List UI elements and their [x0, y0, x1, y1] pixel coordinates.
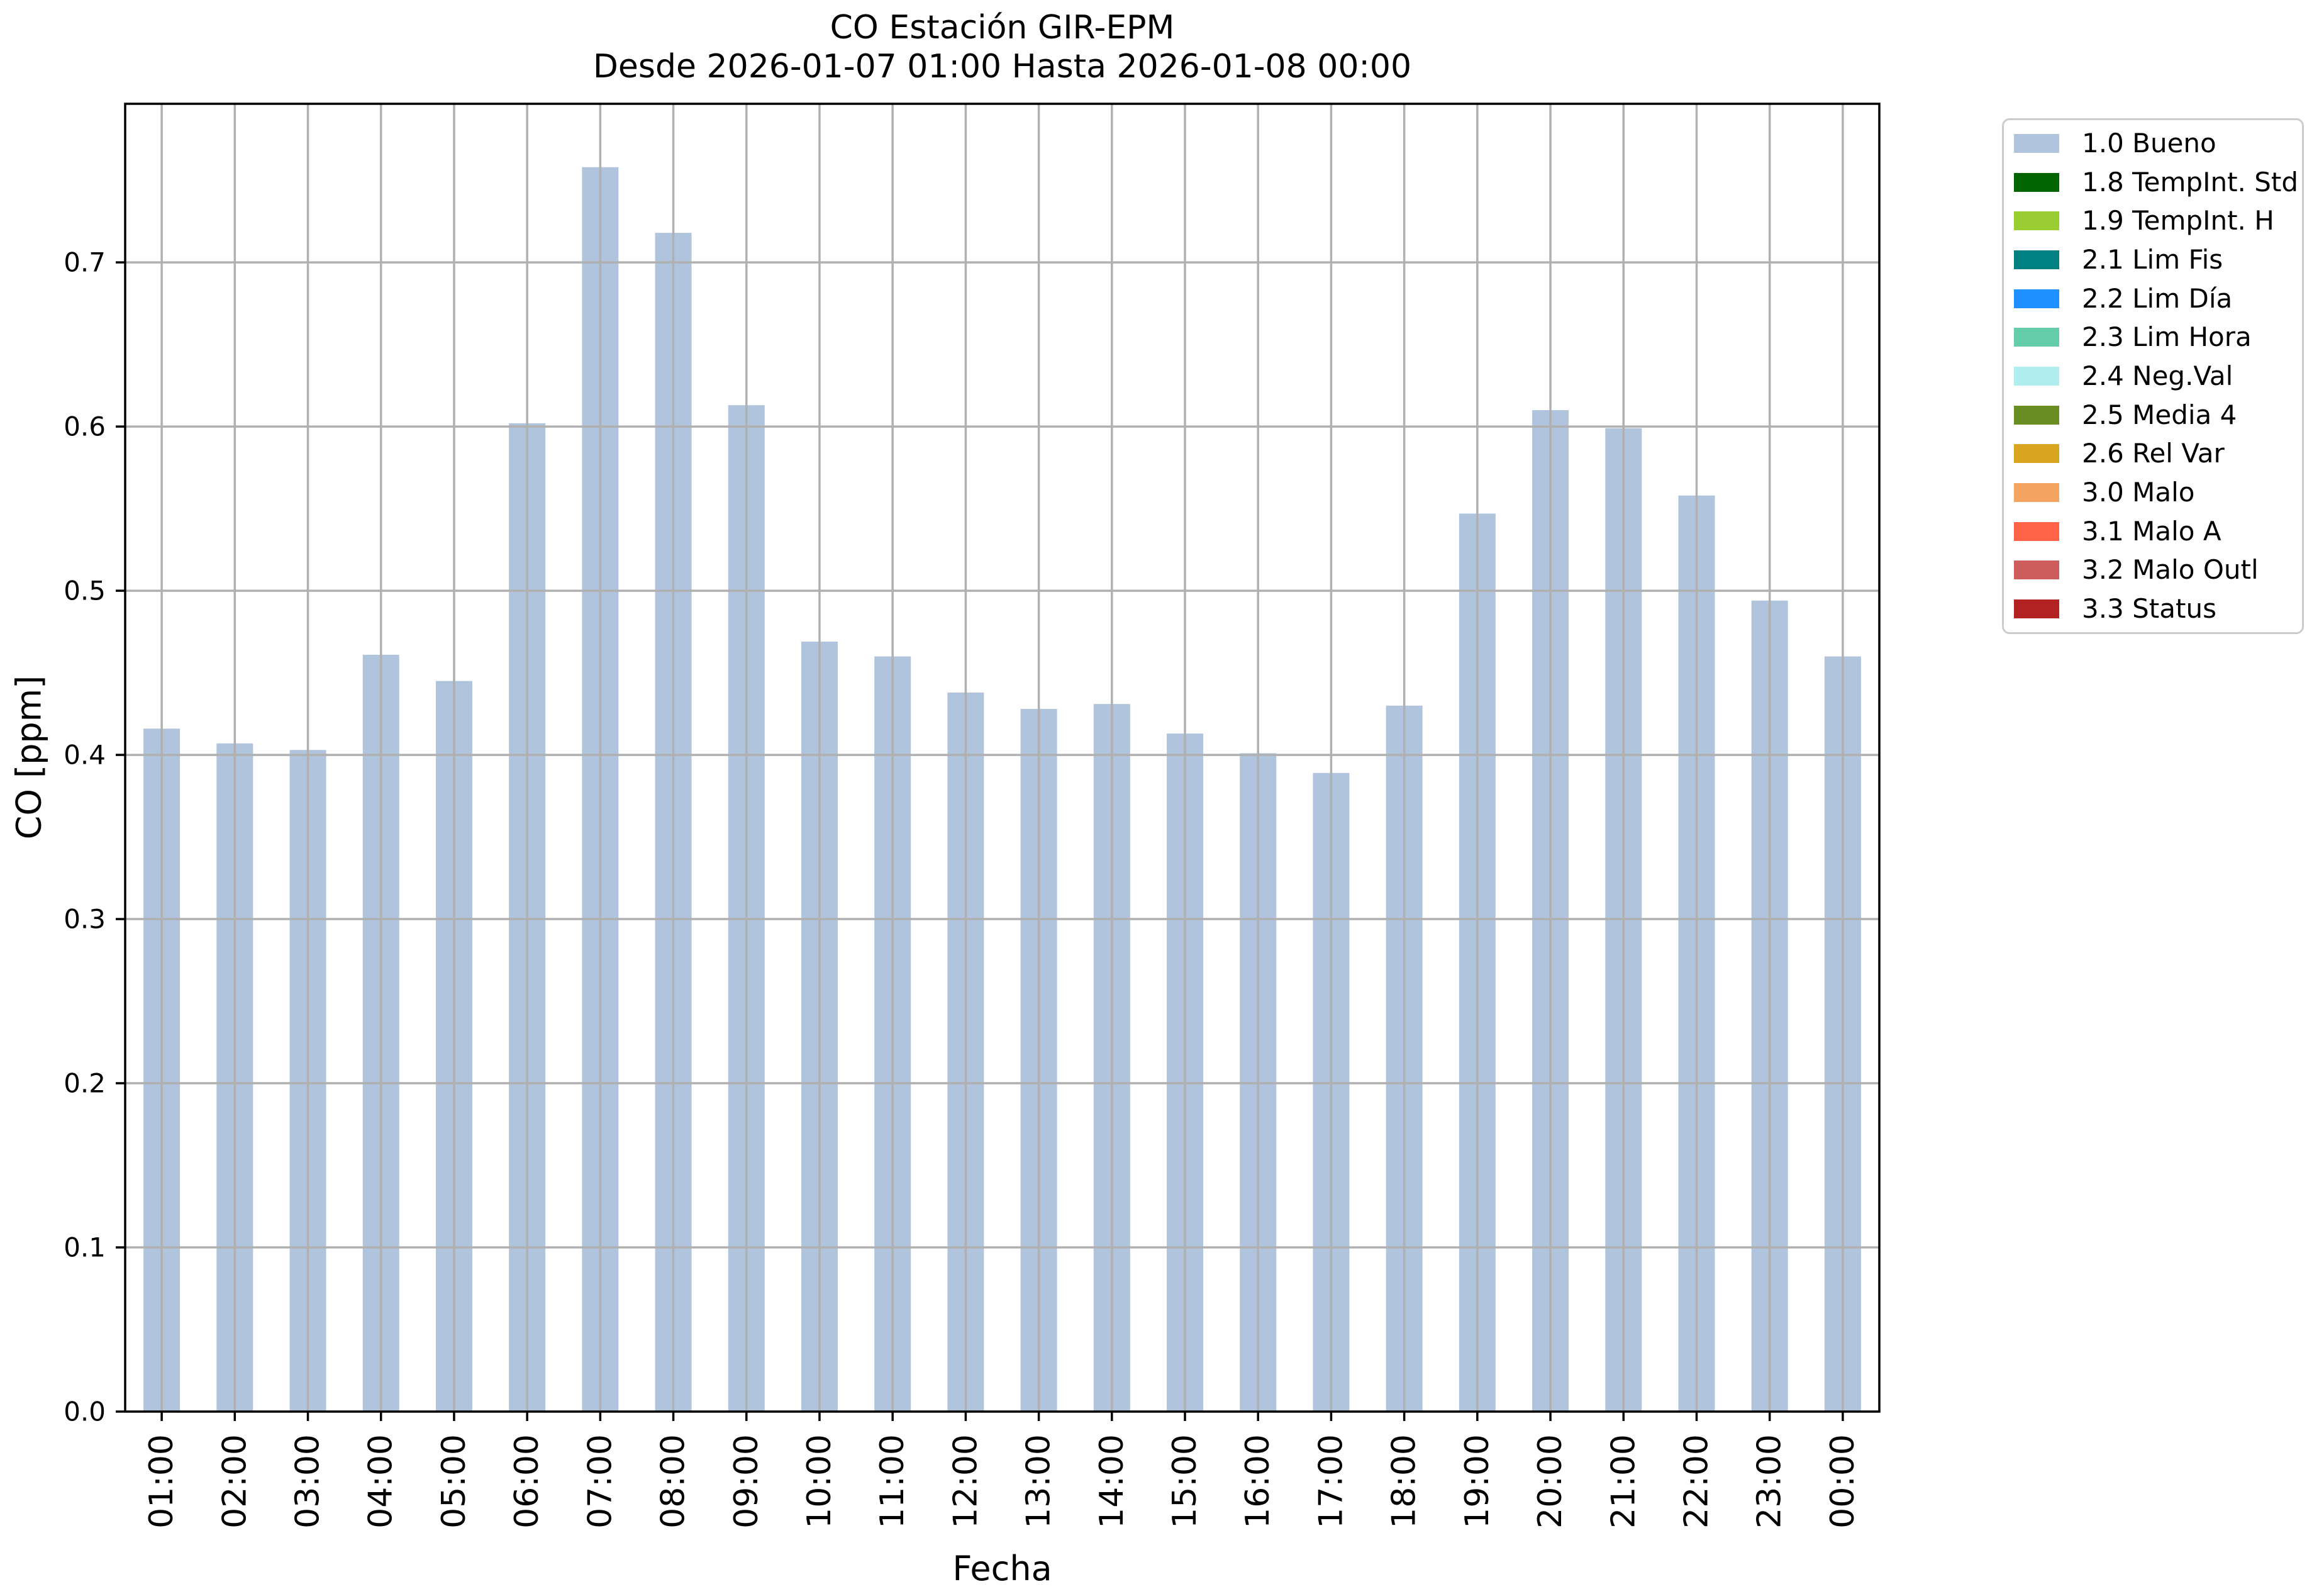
legend-label: 2.6 Rel Var [2082, 438, 2225, 469]
x-tick-label: 19:00 [1459, 1434, 1496, 1529]
legend-swatch [2014, 599, 2059, 619]
legend-item: 3.1 Malo A [2004, 512, 2302, 551]
legend-swatch [2014, 521, 2059, 541]
y-tick-label: 0.6 [64, 411, 106, 442]
legend-label: 2.2 Lim Día [2082, 282, 2233, 314]
y-tick-label: 0.2 [64, 1068, 106, 1099]
x-tick-label: 17:00 [1312, 1434, 1350, 1529]
legend-label: 2.3 Lim Hora [2082, 321, 2252, 353]
legend-label: 1.8 TempInt. Std [2082, 166, 2299, 198]
legend-swatch [2014, 367, 2059, 386]
legend-label: 1.9 TempInt. H [2082, 205, 2274, 237]
legend: 1.0 Bueno 1.8 TempInt. Std 1.9 TempInt. H 2… [2002, 118, 2304, 634]
x-tick-label: 18:00 [1386, 1434, 1423, 1529]
legend-swatch [2014, 328, 2059, 347]
x-tick-label: 00:00 [1824, 1434, 1862, 1529]
legend-swatch [2014, 405, 2059, 425]
x-tick-label: 13:00 [1020, 1434, 1058, 1529]
legend-swatch [2014, 289, 2059, 308]
y-tick-label: 0.1 [64, 1232, 106, 1263]
legend-swatch [2014, 483, 2059, 503]
legend-item: 3.3 Status [2004, 589, 2302, 628]
y-tick-label: 0.3 [64, 904, 106, 935]
legend-item: 2.1 Lim Fis [2004, 240, 2302, 279]
legend-label: 3.1 Malo A [2082, 515, 2221, 547]
axes-spines [124, 103, 1881, 1413]
chart-title-line1: CO Estación GIR-EPM [830, 9, 1175, 47]
x-tick-label: 23:00 [1751, 1434, 1789, 1529]
legend-item: 1.9 TempInt. H [2004, 201, 2302, 240]
x-tick-label: 02:00 [216, 1434, 253, 1529]
legend-item: 2.6 Rel Var [2004, 435, 2302, 474]
legend-item: 2.4 Neg.Val [2004, 357, 2302, 396]
legend-item: 2.5 Media 4 [2004, 396, 2302, 435]
x-axis-label: Fecha [952, 1549, 1052, 1588]
legend-item: 1.0 Bueno [2004, 124, 2302, 163]
legend-item: 3.0 Malo [2004, 473, 2302, 512]
x-tick-label: 05:00 [435, 1434, 473, 1529]
x-tick-label: 10:00 [801, 1434, 838, 1529]
legend-swatch [2014, 172, 2059, 192]
x-tick-label: 01:00 [143, 1434, 181, 1529]
x-tick-label: 20:00 [1532, 1434, 1569, 1529]
legend-swatch [2014, 560, 2059, 580]
legend-item: 2.2 Lim Día [2004, 279, 2302, 318]
legend-item: 3.2 Malo Outl [2004, 551, 2302, 590]
legend-label: 2.4 Neg.Val [2082, 360, 2233, 391]
y-tick-label: 0.0 [64, 1396, 106, 1427]
x-tick-label: 06:00 [508, 1434, 546, 1529]
legend-label: 3.3 Status [2082, 593, 2216, 625]
x-tick-label: 11:00 [874, 1434, 911, 1529]
legend-label: 3.0 Malo [2082, 477, 2195, 508]
x-tick-label: 08:00 [655, 1434, 692, 1529]
y-axis-label: CO [ppm] [9, 675, 49, 840]
x-tick-label: 09:00 [728, 1434, 765, 1529]
chart-title-line2: Desde 2026-01-07 01:00 Hasta 2026-01-08 … [592, 48, 1412, 86]
x-tick-label: 12:00 [947, 1434, 984, 1529]
legend-item: 2.3 Lim Hora [2004, 318, 2302, 357]
legend-label: 2.1 Lim Fis [2082, 243, 2223, 275]
y-tick-label: 0.5 [64, 576, 106, 606]
x-tick-label: 22:00 [1677, 1434, 1715, 1529]
legend-item: 1.8 TempInt. Std [2004, 163, 2302, 202]
x-tick-label: 15:00 [1166, 1434, 1204, 1529]
legend-label: 1.0 Bueno [2082, 127, 2216, 159]
x-tick-label: 03:00 [289, 1434, 327, 1529]
legend-swatch [2014, 444, 2059, 464]
legend-label: 3.2 Malo Outl [2082, 554, 2259, 586]
legend-swatch [2014, 133, 2059, 153]
legend-label: 2.5 Media 4 [2082, 399, 2237, 430]
y-tick-label: 0.4 [64, 740, 106, 771]
y-tick-label: 0.7 [64, 247, 106, 278]
x-tick-label: 21:00 [1604, 1434, 1642, 1529]
x-tick-label: 07:00 [581, 1434, 619, 1529]
legend-swatch [2014, 250, 2059, 269]
x-tick-label: 04:00 [362, 1434, 400, 1529]
x-tick-label: 14:00 [1093, 1434, 1131, 1529]
x-tick-label: 16:00 [1239, 1434, 1277, 1529]
legend-swatch [2014, 211, 2059, 231]
